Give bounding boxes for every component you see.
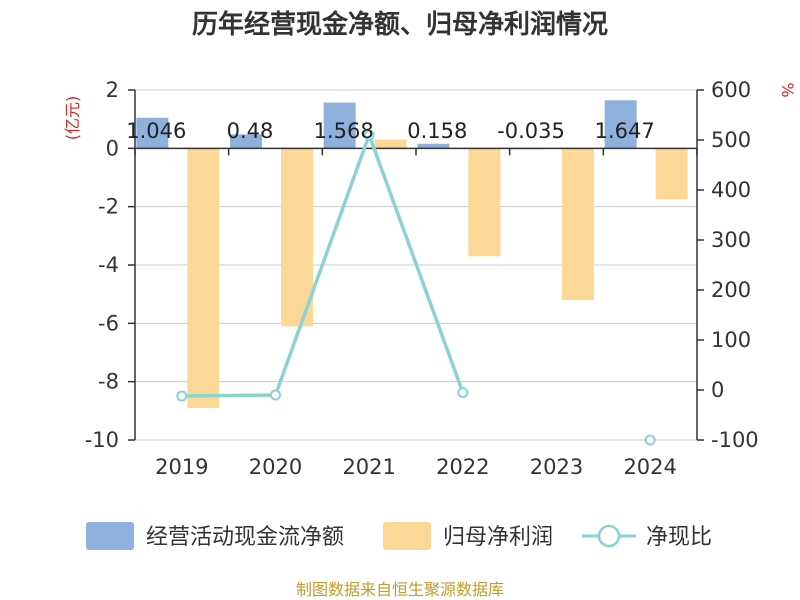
data-label-cashflow: 1.647 — [595, 119, 655, 143]
data-label-cashflow: 1.046 — [126, 119, 186, 143]
bar-cashflow — [136, 117, 169, 149]
category-label: 2023 — [530, 455, 583, 479]
axes: 2 0 -2 -4 -6 -8 -10 600 500 400 300 200 100 0 -100 2019… — [85, 78, 759, 479]
left-tick-label: -8 — [98, 370, 119, 394]
bar-marks — [136, 100, 688, 408]
ratio-line-path — [181, 129, 465, 398]
legend-label-ratio: 净现比 — [646, 525, 712, 550]
ratio-point — [176, 390, 188, 402]
left-tick-label: -6 — [98, 311, 119, 335]
bar-netprofit — [374, 139, 407, 149]
right-tick-label: 500 — [711, 128, 751, 152]
right-tick-label: 300 — [711, 228, 751, 252]
left-axis-unit: (亿元) — [63, 96, 82, 141]
right-tick-label: 400 — [711, 178, 751, 202]
data-label-cashflow: 0.158 — [407, 119, 467, 143]
right-tick-label: 200 — [711, 278, 751, 302]
bar-netprofit — [655, 148, 688, 200]
category-label: 2020 — [249, 455, 302, 479]
data-label-cashflow: 0.48 — [227, 119, 274, 143]
right-tick-label: 100 — [711, 328, 751, 352]
right-tick-label: -100 — [711, 428, 759, 452]
ratio-point — [363, 129, 375, 141]
ratio-point — [644, 434, 656, 446]
source-note: 制图数据来自恒生聚源数据库 — [296, 580, 504, 599]
bar-netprofit — [468, 148, 501, 257]
left-tick-label: -2 — [98, 195, 119, 219]
left-tick-label: 2 — [106, 78, 119, 102]
bar-cashflow — [323, 102, 356, 149]
bar-cashflow — [604, 100, 637, 149]
legend-label-netprofit: 归母净利润 — [443, 525, 553, 550]
left-tick-label: -4 — [98, 253, 119, 277]
right-tick-label: 0 — [711, 378, 724, 402]
right-axis-unit: % — [778, 82, 797, 97]
bar-cashflow — [417, 143, 450, 149]
data-label-cashflow: 1.568 — [314, 119, 374, 143]
chart-title: 历年经营现金净额、归母净利润情况 — [192, 9, 608, 40]
legend-swatch-cashflow — [86, 522, 134, 550]
bar-netprofit — [281, 148, 313, 327]
ratio-point — [270, 389, 281, 401]
legend-label-cashflow: 经营活动现金流净额 — [146, 525, 344, 550]
left-tick-label: -10 — [85, 428, 119, 452]
legend-marker-ratio — [597, 524, 621, 548]
left-tick-label: 0 — [106, 136, 119, 160]
legend-swatch-netprofit — [383, 522, 431, 550]
ratio-point — [457, 387, 469, 398]
bar-netprofit — [562, 148, 594, 300]
legend: 经营活动现金流净额 归母净利润 净现比 — [86, 522, 712, 550]
category-label: 2019 — [155, 455, 208, 479]
ratio-line — [176, 129, 656, 446]
data-labels: 1.046 0.48 1.568 0.158 -0.035 1.647 — [126, 119, 654, 143]
bar-cashflow — [230, 134, 262, 149]
category-label: 2022 — [436, 455, 489, 479]
data-label-cashflow: -0.035 — [497, 119, 565, 143]
category-label: 2024 — [623, 455, 676, 479]
right-tick-label: 600 — [711, 78, 751, 102]
bar-netprofit — [187, 148, 220, 408]
category-label: 2021 — [342, 455, 395, 479]
